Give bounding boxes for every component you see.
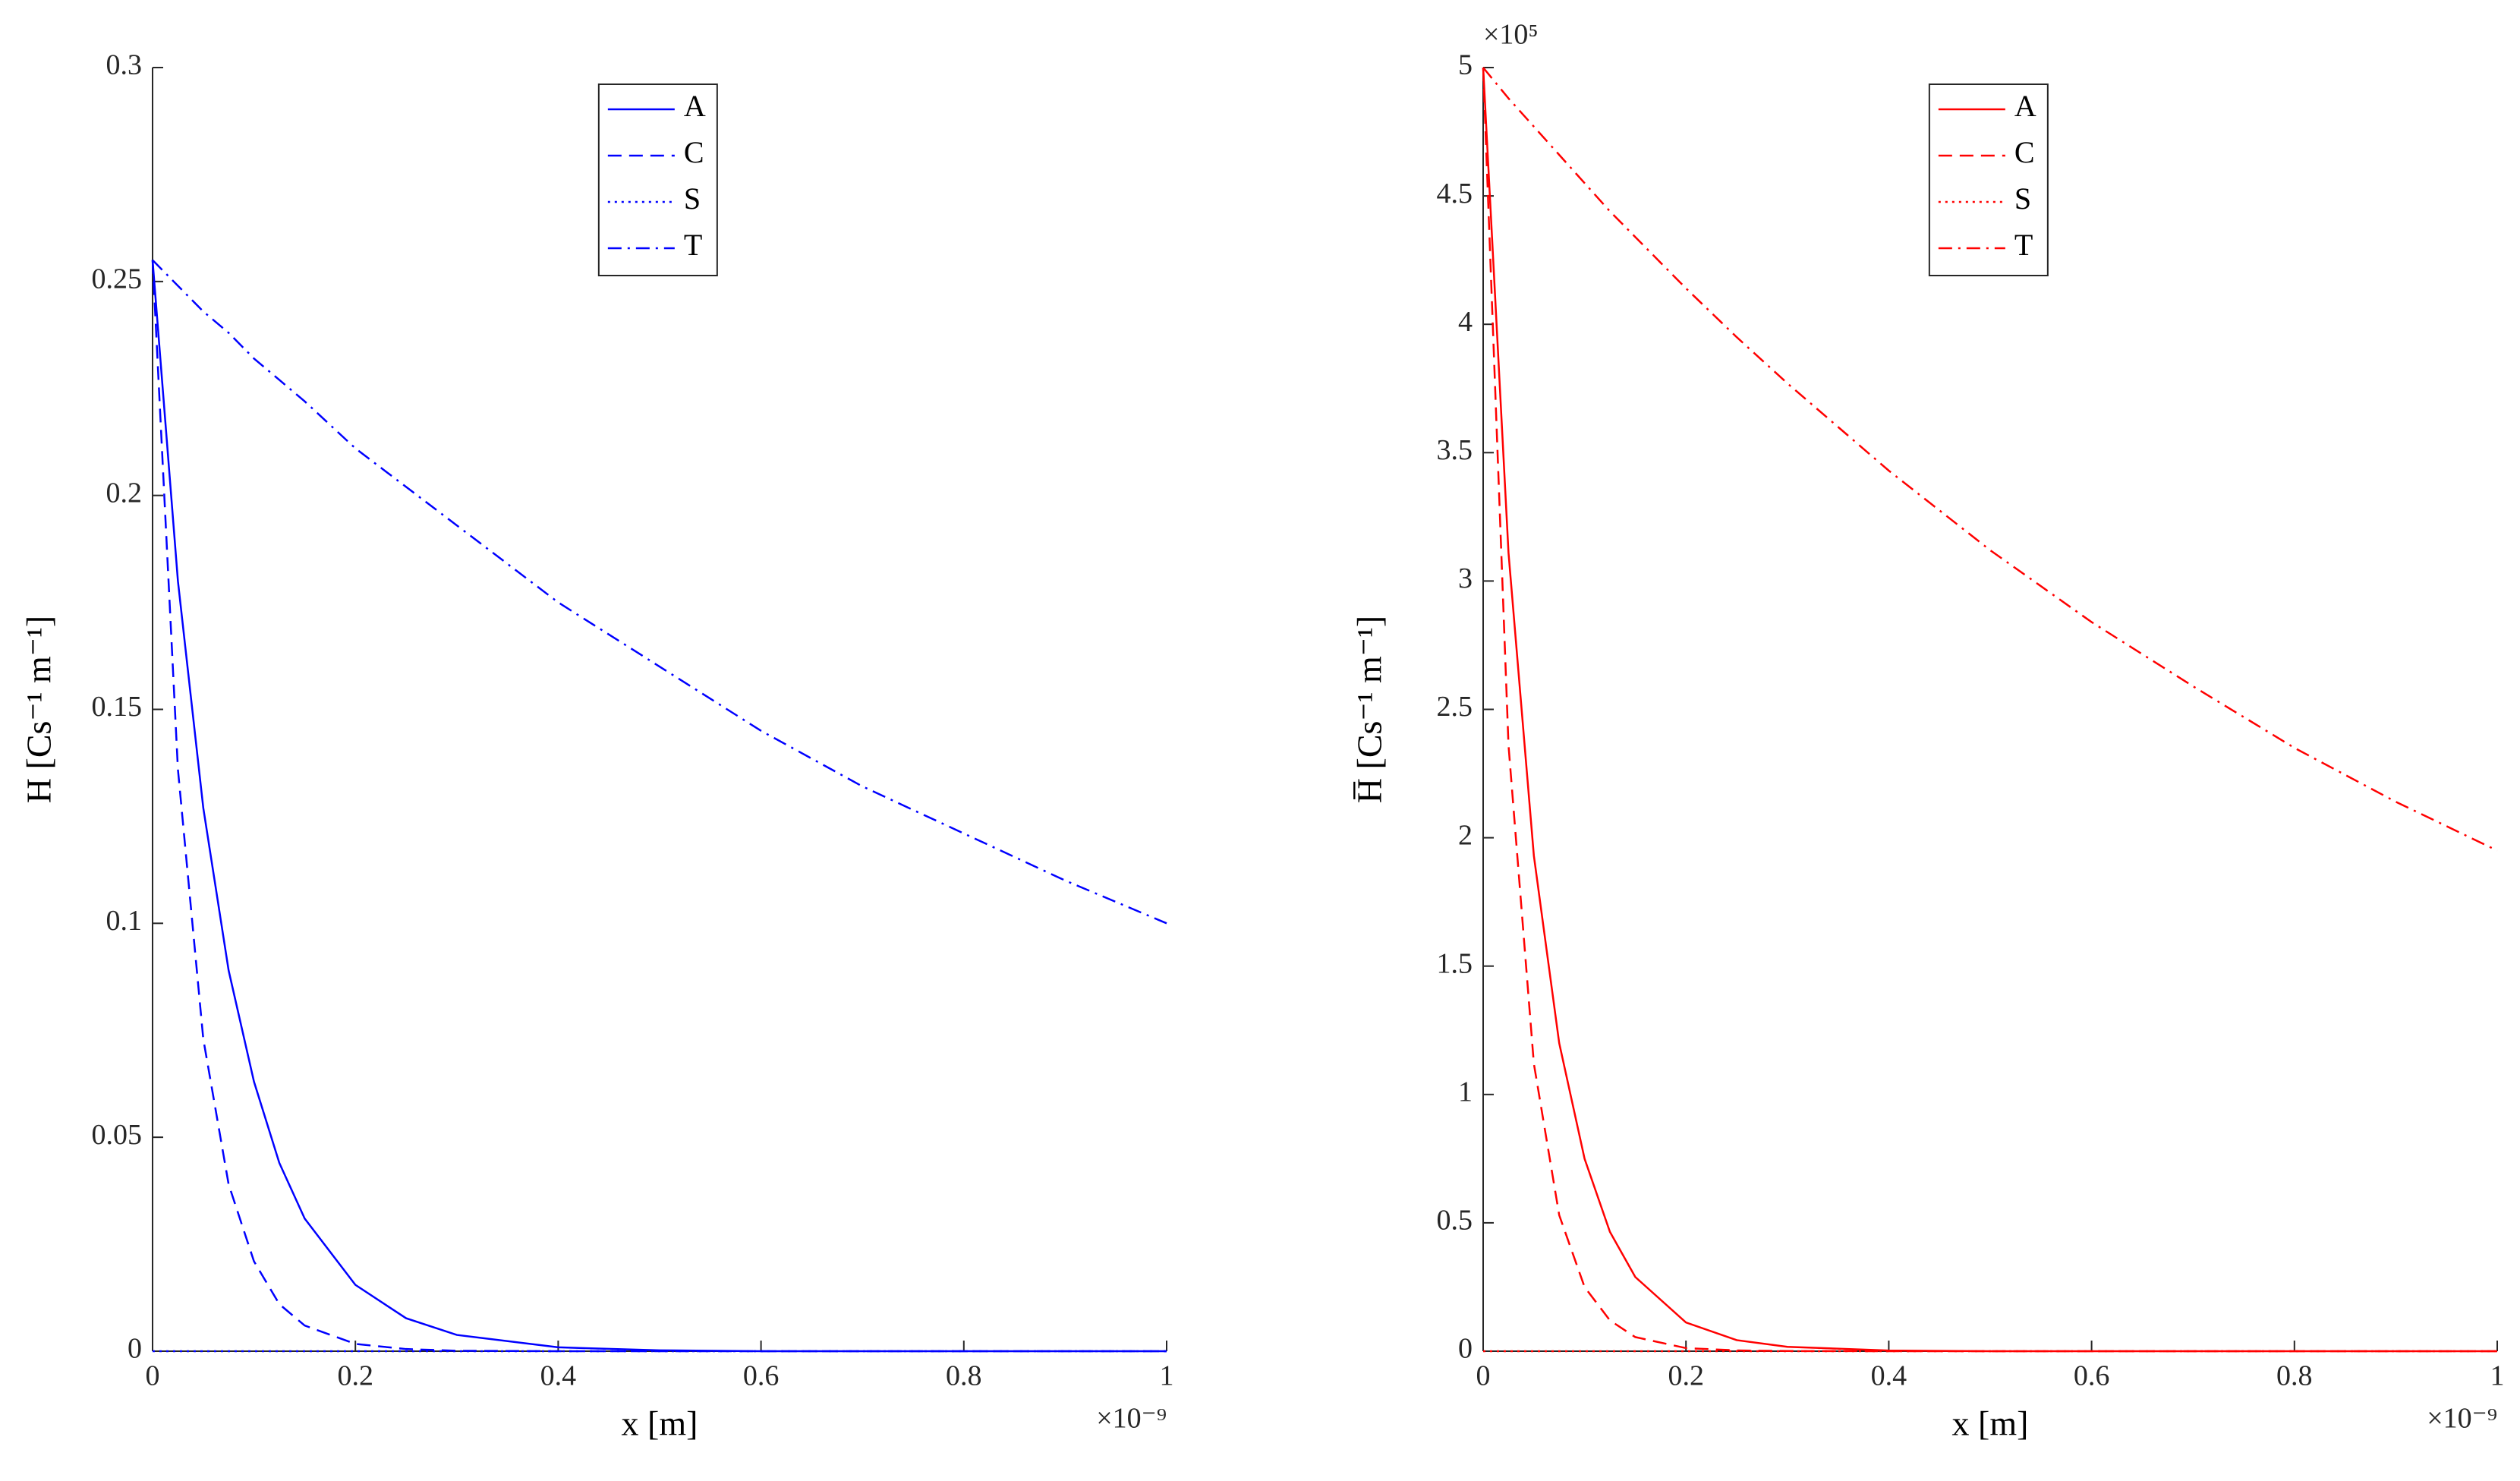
x-tick-label: 0.2 (1668, 1360, 1704, 1392)
y-tick-label: 0.3 (106, 49, 143, 81)
x-exponent-label: ×10⁻⁹ (2427, 1403, 2497, 1435)
legend-label: A (684, 89, 706, 123)
y-tick-label: 0.2 (106, 477, 143, 509)
y-tick-label: 2.5 (1437, 691, 1473, 723)
y-exponent-label: ×10⁵ (1483, 19, 1539, 51)
legend-box (1928, 84, 2049, 276)
x-tick-label: 0.6 (743, 1360, 780, 1392)
y-tick-label: 0 (128, 1333, 142, 1365)
y-tick-label: 2 (1458, 819, 1473, 851)
x-tick-label: 0 (146, 1360, 160, 1392)
y-tick-label: 3 (1458, 562, 1473, 594)
y-tick-label: 0.05 (92, 1119, 143, 1151)
y-tick-label: 4.5 (1437, 178, 1473, 210)
legend-label: S (2014, 181, 2031, 216)
series-line (152, 259, 1167, 925)
x-tick-label: 0.6 (2074, 1360, 2110, 1392)
y-tick-label: 0.15 (92, 691, 143, 723)
y-tick-label: 1.5 (1437, 947, 1473, 979)
x-axis-label: x [m] (622, 1404, 698, 1443)
legend-label: S (684, 181, 701, 216)
legend-label: A (2014, 89, 2036, 123)
legend-label: C (684, 135, 704, 169)
x-tick-label: 0.4 (540, 1360, 577, 1392)
y-tick-label: 0.5 (1437, 1205, 1473, 1237)
y-tick-label: 0.25 (92, 263, 143, 295)
series-line (1482, 67, 2497, 1353)
y-tick-label: 0.1 (106, 905, 143, 937)
x-tick-label: 0.8 (2276, 1360, 2313, 1392)
x-exponent-label: ×10⁻⁹ (1096, 1403, 1167, 1435)
y-tick-label: 4 (1458, 306, 1473, 338)
x-tick-label: 0 (1476, 1360, 1491, 1392)
x-tick-label: 1 (1160, 1360, 1174, 1392)
legend-label: T (2014, 228, 2033, 262)
x-tick-label: 1 (2490, 1360, 2505, 1392)
x-axis-label: x [m] (1952, 1404, 2029, 1443)
series-line (151, 260, 1167, 1353)
legend-box (597, 84, 718, 276)
legend-label: C (2014, 135, 2035, 169)
legend-label: T (684, 228, 702, 262)
y-axis-label: H̅ [Cs⁻¹ m⁻¹] (1350, 616, 1389, 803)
y-tick-label: 5 (1458, 49, 1473, 81)
x-tick-label: 0.2 (337, 1360, 373, 1392)
x-tick-label: 0.4 (1871, 1360, 1907, 1392)
y-axis-label: H [Cs⁻¹ m⁻¹] (20, 616, 58, 803)
series-line (151, 260, 1167, 1353)
y-tick-label: 0 (1458, 1333, 1473, 1365)
y-tick-label: 3.5 (1437, 434, 1473, 466)
y-tick-label: 1 (1458, 1076, 1473, 1108)
series-line (1482, 67, 2498, 852)
x-tick-label: 0.8 (946, 1360, 982, 1392)
